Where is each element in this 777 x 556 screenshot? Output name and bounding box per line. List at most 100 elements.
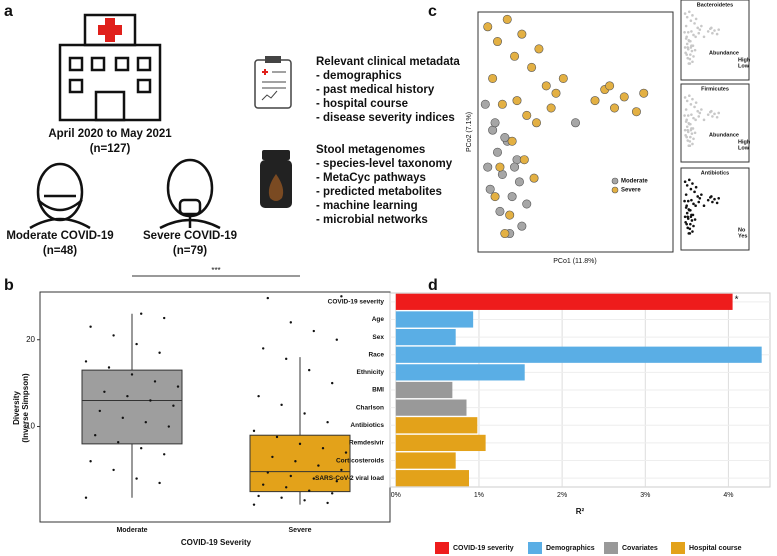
point bbox=[262, 347, 265, 350]
point bbox=[483, 22, 493, 32]
period: April 2020 to May 2021 bbox=[48, 128, 172, 140]
inset-legend-label: Low bbox=[738, 63, 750, 69]
x-tick-label: 0% bbox=[391, 492, 401, 499]
inset-point bbox=[698, 111, 702, 115]
inset-point bbox=[690, 198, 693, 202]
point bbox=[609, 103, 619, 113]
inset-point bbox=[689, 122, 692, 126]
y-tick-label: Remdesivir bbox=[349, 440, 385, 447]
inset-point bbox=[690, 49, 694, 53]
point bbox=[176, 385, 180, 388]
inset-point bbox=[691, 213, 695, 217]
point bbox=[84, 496, 88, 499]
bar bbox=[395, 452, 456, 469]
inset-point bbox=[685, 222, 688, 226]
inset-point bbox=[686, 226, 690, 230]
inset-point bbox=[692, 55, 695, 58]
inset-point bbox=[710, 195, 713, 198]
point bbox=[335, 480, 338, 483]
x-axis-label: R² bbox=[576, 507, 585, 516]
inset-point bbox=[689, 222, 692, 226]
y-tick-label: 20 bbox=[26, 335, 35, 344]
point bbox=[163, 453, 166, 456]
inset-point bbox=[683, 114, 686, 117]
inset-point bbox=[683, 96, 687, 99]
point bbox=[331, 381, 334, 385]
point bbox=[326, 501, 329, 505]
inset-point bbox=[692, 33, 695, 37]
bar bbox=[395, 328, 456, 346]
list-item: - hospital course bbox=[316, 98, 408, 110]
point bbox=[326, 420, 329, 424]
legend-swatch bbox=[604, 542, 618, 554]
point bbox=[103, 390, 106, 394]
y-tick-label: 10 bbox=[26, 422, 35, 431]
x-tick-label: 3% bbox=[640, 492, 650, 499]
point bbox=[153, 380, 157, 383]
y-tick-label: Age bbox=[372, 316, 385, 323]
point bbox=[492, 147, 502, 157]
x-tick-label: Severe bbox=[289, 527, 312, 534]
inset-point bbox=[685, 204, 688, 207]
inset-point bbox=[715, 115, 719, 119]
inset-point bbox=[689, 19, 693, 23]
inset-point bbox=[688, 178, 691, 182]
inset-point bbox=[689, 39, 692, 43]
list-item: - machine learning bbox=[316, 200, 418, 212]
inset-point bbox=[697, 200, 701, 204]
inset-point bbox=[710, 109, 713, 113]
point bbox=[483, 162, 493, 172]
plot-frame bbox=[477, 11, 674, 253]
inset-point bbox=[683, 46, 687, 49]
legend-swatch bbox=[671, 542, 685, 554]
y-tick-label: Antibiotics bbox=[350, 422, 384, 429]
inset-point bbox=[691, 230, 694, 233]
point bbox=[522, 110, 532, 120]
inset-point bbox=[717, 111, 720, 115]
inset-point bbox=[717, 28, 720, 31]
point bbox=[490, 192, 500, 202]
point bbox=[480, 99, 490, 109]
inset-point bbox=[688, 227, 692, 231]
list-item: - disease severity indices bbox=[316, 112, 455, 124]
inset-point bbox=[686, 139, 690, 142]
bar bbox=[395, 311, 474, 328]
point bbox=[257, 494, 260, 498]
inset-point bbox=[686, 215, 690, 219]
point bbox=[495, 206, 505, 216]
point bbox=[541, 81, 551, 91]
box bbox=[81, 369, 183, 445]
inset-point bbox=[706, 198, 710, 202]
inset-point bbox=[702, 35, 706, 39]
inset-point bbox=[700, 108, 703, 111]
inset-point bbox=[685, 211, 689, 215]
inset-point bbox=[683, 128, 687, 132]
point bbox=[275, 435, 279, 439]
inset-point bbox=[713, 112, 716, 116]
inset-frame bbox=[680, 83, 750, 163]
point bbox=[321, 447, 325, 450]
inset-point bbox=[693, 48, 697, 52]
point bbox=[308, 368, 311, 372]
point bbox=[262, 483, 265, 486]
legend-label: Severe bbox=[621, 188, 641, 194]
point bbox=[522, 199, 532, 209]
inset-point bbox=[713, 29, 716, 32]
inset-point bbox=[696, 26, 699, 30]
point bbox=[135, 477, 138, 480]
point bbox=[510, 51, 520, 61]
point bbox=[308, 489, 311, 492]
point bbox=[144, 420, 147, 424]
y-axis-label: (Inverse Simpson) bbox=[21, 373, 30, 443]
point bbox=[298, 442, 302, 446]
severe-icon bbox=[159, 158, 221, 230]
inset-point bbox=[713, 197, 716, 201]
point bbox=[266, 296, 269, 300]
inset-point bbox=[684, 24, 688, 28]
point bbox=[140, 447, 143, 450]
inset-point bbox=[689, 215, 693, 219]
point bbox=[158, 351, 161, 354]
point bbox=[502, 14, 512, 24]
inset-point bbox=[689, 46, 693, 49]
inset-point bbox=[688, 140, 692, 143]
